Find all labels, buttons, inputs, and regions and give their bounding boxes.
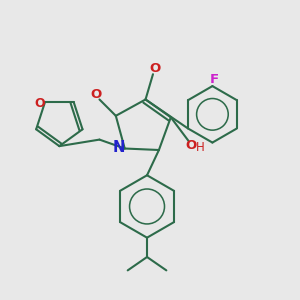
Text: O: O bbox=[34, 97, 45, 110]
Text: N: N bbox=[112, 140, 125, 155]
Text: O: O bbox=[185, 139, 197, 152]
Text: F: F bbox=[209, 73, 218, 86]
Text: H: H bbox=[196, 140, 204, 154]
Text: O: O bbox=[150, 62, 161, 75]
Text: O: O bbox=[90, 88, 101, 100]
